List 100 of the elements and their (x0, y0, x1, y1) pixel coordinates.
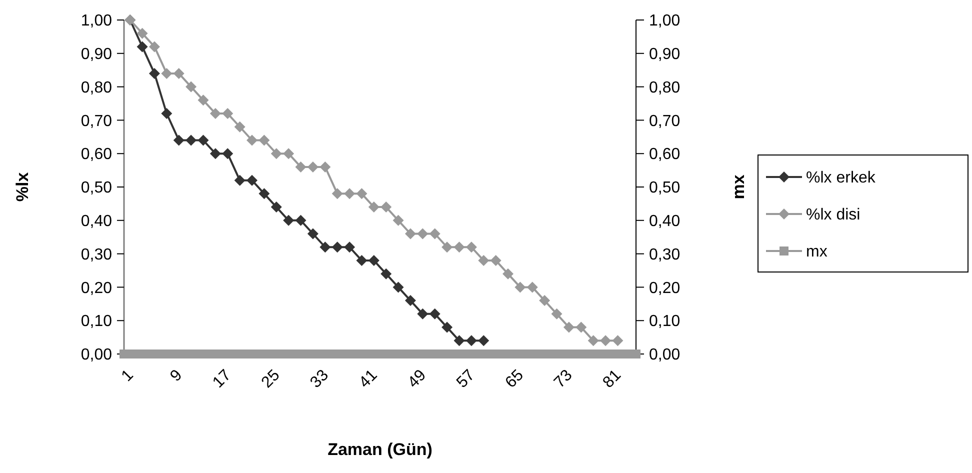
point (442, 322, 453, 333)
y2-tick-label: 0,10 (649, 313, 680, 330)
point (526, 282, 538, 293)
y-tick-label: 0,20 (80, 280, 112, 297)
point (551, 308, 562, 320)
point (332, 242, 343, 253)
point (283, 214, 294, 226)
point (454, 242, 465, 253)
point (136, 28, 148, 39)
x-tick-label: 73 (551, 366, 576, 392)
point (600, 335, 612, 346)
point (392, 214, 404, 226)
x-tick-label: 65 (502, 366, 528, 392)
x-tick-label: 57 (454, 366, 478, 392)
point (270, 202, 282, 213)
point (161, 108, 172, 120)
point (417, 308, 428, 320)
y2-axis-title: mx (729, 174, 748, 200)
x-tick-label: 41 (356, 366, 381, 392)
point (454, 335, 465, 346)
y-tick-label: 1,00 (80, 12, 112, 30)
x-tick-label: 25 (258, 366, 284, 392)
point (295, 161, 306, 172)
point (234, 121, 246, 132)
y-tick-label: 0,80 (80, 79, 112, 96)
point (442, 242, 453, 253)
y2-tick-label: 0,30 (649, 246, 680, 264)
point (356, 254, 368, 266)
y-tick-label: 0,30 (80, 246, 112, 264)
y2-tick-label: 0,20 (649, 280, 680, 297)
point (539, 295, 550, 306)
y2-tick-label: 0,40 (649, 213, 680, 230)
y-tick-label: 0,40 (80, 213, 112, 230)
y-tick-label: 0,10 (80, 313, 112, 330)
x-tick-label: 33 (307, 366, 332, 392)
point (258, 134, 270, 146)
point (234, 174, 246, 186)
point (173, 68, 184, 79)
point (246, 134, 258, 146)
point (429, 228, 440, 240)
y-tick-label: 0,90 (80, 46, 112, 63)
point (478, 254, 490, 266)
point (307, 228, 318, 240)
y2-tick-label: 0,80 (649, 79, 680, 96)
point (368, 202, 380, 213)
point (320, 161, 331, 172)
point (148, 41, 160, 52)
point (344, 188, 356, 200)
point (502, 268, 514, 280)
point (576, 322, 587, 333)
point (612, 335, 624, 346)
point (563, 322, 574, 333)
y2-tick-label: 0,50 (649, 180, 680, 197)
point (136, 41, 148, 52)
point (392, 282, 404, 293)
point (198, 94, 209, 106)
point (320, 242, 331, 253)
y2-tick-label: 0,60 (649, 146, 680, 164)
point (429, 308, 440, 320)
x-tick-label: 49 (404, 366, 430, 392)
x-tick-label: 9 (167, 366, 186, 386)
legend-label: %lx erkek (806, 170, 876, 187)
y2-tick-label: 0,00 (649, 346, 680, 364)
point (270, 148, 282, 160)
point (161, 68, 172, 79)
point (404, 295, 416, 306)
y2-tick-label: 1,00 (649, 12, 680, 30)
point (344, 242, 356, 253)
point (490, 254, 502, 266)
y2-tick-label: 0,90 (649, 46, 680, 63)
point (356, 188, 368, 200)
point (186, 81, 197, 92)
legend-label: mx (806, 244, 828, 261)
y-tick-label: 0,50 (80, 180, 112, 197)
point (222, 108, 234, 120)
y-tick-label: 0,60 (80, 146, 112, 164)
point (368, 254, 380, 266)
x-tick-label: 1 (118, 366, 137, 386)
point (380, 202, 392, 213)
point (588, 335, 599, 346)
point (514, 282, 526, 293)
y-axis-title: %lx (13, 172, 32, 202)
x-tick-label: 17 (210, 366, 235, 392)
legend-label: %lx disi (806, 206, 860, 224)
point (210, 148, 221, 160)
point (307, 161, 318, 172)
point (332, 188, 343, 200)
point (380, 268, 392, 280)
point (258, 188, 270, 200)
point (173, 134, 184, 146)
point (404, 228, 416, 240)
point (246, 174, 258, 186)
y-tick-label: 0,70 (80, 112, 112, 130)
point (466, 242, 477, 253)
point (295, 214, 306, 226)
point (148, 68, 160, 79)
point (417, 228, 428, 240)
y-tick-label: 0,00 (80, 346, 112, 364)
y2-tick-label: 0,70 (649, 112, 680, 130)
point (222, 148, 234, 160)
